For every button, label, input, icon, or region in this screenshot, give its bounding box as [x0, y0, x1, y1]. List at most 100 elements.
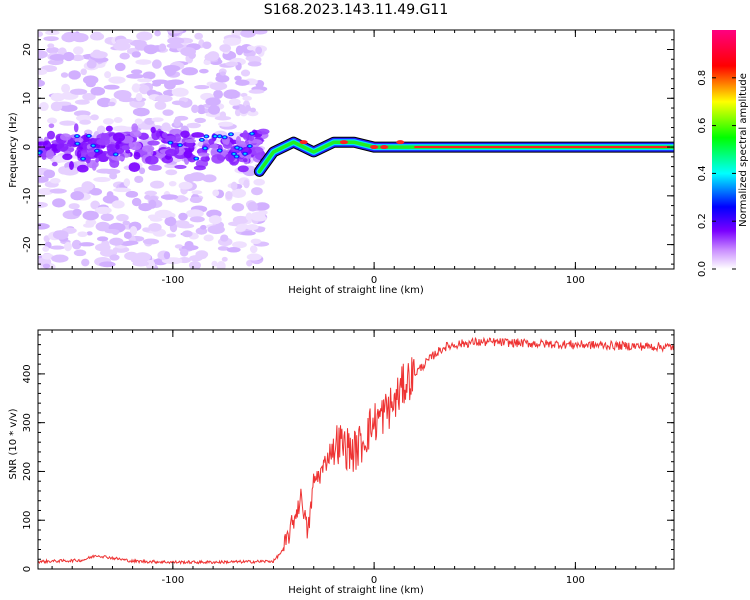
noise-core-blob	[46, 130, 56, 140]
figure-title: S168.2023.143.11.49.G11	[264, 2, 449, 18]
noise-blob	[217, 246, 230, 251]
y-tick-label: -20	[22, 236, 33, 252]
noise-blob	[166, 43, 184, 49]
noise-blob	[249, 107, 257, 113]
noise-blob	[113, 41, 131, 51]
noise-core-blob	[235, 136, 242, 146]
noise-core-blob	[183, 150, 192, 159]
noise-core-blob	[133, 151, 141, 160]
noise-hot-core	[218, 149, 222, 152]
colorbar-tick-label: 0.6	[697, 118, 708, 134]
noise-blob	[122, 220, 130, 226]
noise-blob	[247, 110, 259, 117]
noise-hot-core	[200, 138, 204, 141]
noise-blob	[96, 236, 109, 242]
noise-blob	[240, 30, 256, 38]
noise-blob	[232, 241, 247, 249]
noise-blob	[82, 210, 99, 221]
x-tick-label: 100	[566, 575, 585, 586]
noise-blob	[77, 231, 88, 238]
noise-core-blob	[51, 161, 58, 167]
x-tick-label: 100	[566, 275, 585, 286]
noise-blob	[93, 176, 111, 183]
noise-blob	[116, 38, 133, 44]
noise-blob	[162, 64, 181, 72]
noise-hot-core	[204, 135, 208, 138]
noise-core-blob	[180, 130, 190, 138]
noise-blob	[226, 247, 241, 253]
snr-xlabel: Height of straight line (km)	[288, 585, 424, 596]
noise-blob	[221, 256, 228, 262]
y-tick-label: -10	[22, 188, 33, 204]
noise-blob	[208, 215, 222, 225]
noise-blob	[142, 227, 151, 233]
noise-blob	[131, 85, 139, 92]
noise-blob	[143, 44, 159, 55]
noise-blob	[106, 191, 114, 199]
noise-blob	[47, 43, 55, 49]
noise-blob	[49, 188, 67, 194]
noise-blob	[72, 208, 82, 217]
noise-blob	[189, 216, 205, 223]
noise-blob	[163, 251, 171, 260]
spectrogram-frame	[37, 29, 675, 270]
noise-blob	[225, 61, 239, 67]
noise-blob	[166, 30, 184, 34]
noise-blob	[38, 223, 50, 230]
noise-blob	[78, 242, 95, 247]
noise-core-blob	[211, 153, 225, 164]
spectrogram-xlabel: Height of straight line (km)	[288, 285, 424, 296]
noise-blob	[149, 217, 163, 222]
noise-blob	[104, 71, 112, 79]
noise-blob	[95, 221, 111, 232]
noise-blob	[160, 194, 179, 200]
noise-blob	[250, 238, 262, 245]
noise-blob	[71, 54, 85, 62]
snr-frame	[37, 329, 675, 570]
noise-blob	[38, 201, 48, 208]
noise-core-blob	[171, 142, 180, 148]
noise-blob	[250, 211, 266, 221]
noise-hot-core	[235, 155, 239, 158]
noise-blob	[168, 180, 177, 187]
noise-blob	[38, 68, 48, 76]
noise-blob	[112, 125, 130, 132]
noise-blob	[68, 70, 81, 80]
noise-blob	[47, 59, 64, 66]
noise-hot-core	[203, 147, 207, 150]
noise-blob	[239, 107, 249, 114]
noise-blob	[212, 189, 220, 197]
noise-blob	[79, 119, 92, 125]
noise-blob	[59, 104, 78, 112]
noise-blob	[94, 243, 111, 252]
signal-hot-spot	[299, 140, 308, 145]
noise-hot-core	[243, 152, 247, 155]
noise-blob	[109, 237, 124, 246]
y-tick-label: 20	[22, 43, 33, 56]
noise-blob	[207, 225, 225, 235]
noise-core-blob	[161, 132, 168, 139]
noise-blob	[81, 181, 94, 192]
noise-blob	[86, 231, 93, 236]
noise-blob	[50, 101, 63, 112]
noise-blob	[60, 72, 69, 78]
noise-blob	[46, 46, 60, 54]
noise-hot-core	[218, 135, 222, 138]
noise-blob	[174, 244, 184, 249]
noise-core-blob	[96, 138, 110, 146]
noise-blob	[80, 68, 87, 76]
noise-blob	[61, 32, 77, 43]
noise-blob	[130, 69, 143, 75]
noise-blob	[155, 94, 173, 103]
colorbar: 0.0 0.2 0.4 0.6 0.8 Normalized spectral ampl…	[697, 30, 749, 277]
noise-blob	[70, 191, 85, 201]
noise-blob	[82, 223, 95, 228]
noise-blob	[205, 97, 221, 106]
noise-blob	[203, 59, 211, 66]
noise-blob	[135, 59, 152, 65]
noise-blob	[166, 233, 177, 238]
noise-blob	[49, 245, 65, 250]
noise-blob	[243, 179, 250, 189]
noise-blob	[144, 194, 151, 200]
noise-blob	[167, 37, 185, 45]
